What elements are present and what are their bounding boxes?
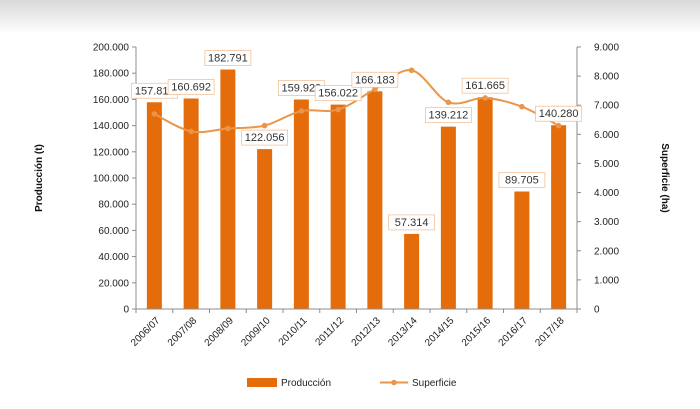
right-tick-label: 1.000 — [594, 275, 619, 286]
data-label-box — [351, 71, 399, 88]
data-label-box — [314, 85, 362, 102]
right-axis-title: Superficie (ha) — [659, 143, 670, 212]
x-axis: 2006/07 2007/08 2008/09 2009/10 2010/11 2011/… — [129, 308, 578, 349]
left-axis-title: Producción (t) — [34, 144, 45, 212]
bar — [257, 149, 273, 309]
left-tick-label: 200.000 — [93, 43, 130, 54]
data-label-box — [498, 172, 546, 188]
x-tick-label: 2006/07 — [129, 315, 163, 349]
bar-series — [146, 69, 567, 310]
x-tick-label: 2009/10 — [239, 315, 273, 349]
right-tick-label: 2.000 — [594, 246, 619, 257]
x-tick-label: 2008/09 — [203, 315, 237, 349]
bar — [330, 104, 346, 310]
data-label-box — [424, 107, 472, 124]
top-shade — [0, 0, 700, 34]
bar — [551, 125, 567, 309]
data-label: 160.692 — [171, 81, 211, 93]
x-tick-label: 2010/11 — [277, 315, 310, 348]
line-point — [225, 125, 231, 132]
right-tick-label: 0 — [594, 305, 600, 316]
data-label-box — [167, 79, 215, 95]
left-tick-label: 20.000 — [98, 278, 129, 289]
line-point — [408, 67, 415, 74]
x-tick-label: 2013/14 — [386, 315, 420, 349]
line-point — [261, 122, 268, 129]
x-tick-label: 2015/16 — [460, 315, 494, 349]
bar — [440, 126, 456, 309]
data-label-box — [461, 77, 509, 94]
bar — [367, 91, 383, 310]
line-point — [555, 122, 562, 129]
right-tick-label: 6.000 — [594, 130, 619, 141]
x-tick-label: 2014/15 — [423, 315, 457, 349]
data-label: 140.280 — [539, 108, 579, 120]
data-label: 139.212 — [428, 110, 468, 122]
legend-line-label: Superficie — [412, 378, 457, 389]
left-tick-label: 160.000 — [93, 95, 130, 106]
left-tick-label: 60.000 — [98, 226, 129, 237]
bar — [146, 102, 162, 309]
data-label-box — [535, 105, 583, 122]
data-label-box — [204, 50, 252, 66]
right-tick-label: 5.000 — [594, 159, 619, 170]
left-tick-label: 120.000 — [93, 147, 130, 158]
bar — [293, 99, 309, 309]
line-point — [335, 106, 341, 113]
bar — [183, 98, 199, 310]
data-label: 161.665 — [465, 80, 505, 92]
left-tick-label: 80.000 — [98, 200, 129, 211]
data-label: 156.022 — [318, 88, 358, 100]
left-axis: 0 20.000 40.000 60.000 80.000 100.000 120.000 1… — [93, 43, 137, 316]
data-label: 166.183 — [355, 74, 395, 86]
legend-bar-label: Producción — [281, 378, 331, 389]
x-tick-label: 2012/13 — [350, 315, 384, 349]
data-label-box — [241, 129, 289, 146]
x-tick-label: 2016/17 — [497, 315, 531, 349]
bar — [477, 97, 493, 310]
line-point — [519, 103, 525, 110]
left-tick-label: 100.000 — [93, 174, 130, 185]
right-tick-label: 9.000 — [594, 43, 619, 54]
line-point — [372, 86, 378, 93]
x-tick-label: 2007/08 — [166, 315, 200, 349]
line-point — [482, 95, 488, 101]
data-label: 157.811 — [135, 85, 174, 97]
right-tick-label: 8.000 — [594, 72, 619, 83]
x-tick-label: 2017/18 — [533, 315, 567, 349]
line-point — [151, 111, 158, 117]
bar — [514, 191, 530, 309]
line-point — [445, 99, 452, 106]
line-point — [298, 108, 305, 114]
right-tick-label: 4.000 — [594, 188, 619, 199]
data-label: 57.314 — [395, 217, 429, 229]
x-tick-label: 2011/12 — [313, 315, 346, 348]
legend-line-marker — [391, 379, 397, 386]
bar — [404, 233, 420, 309]
data-label: 122.056 — [245, 132, 285, 144]
data-label: 89.705 — [505, 174, 539, 186]
legend-bar-swatch — [247, 378, 277, 387]
right-axis: 0 1.000 2.000 3.000 4.000 5.000 6.000 7.000 8.00… — [576, 43, 619, 316]
data-label: 182.791 — [208, 53, 248, 65]
right-tick-label: 7.000 — [594, 101, 619, 112]
bar — [220, 69, 236, 309]
data-label: 159.929 — [281, 82, 321, 94]
right-tick-label: 3.000 — [594, 217, 619, 228]
line-point — [188, 128, 194, 135]
left-tick-label: 180.000 — [93, 69, 130, 80]
left-tick-label: 40.000 — [98, 252, 129, 263]
data-label-box — [388, 214, 436, 231]
left-tick-label: 140.000 — [93, 121, 130, 132]
left-tick-label: 0 — [123, 305, 129, 316]
legend: Producción Superficie — [247, 378, 457, 389]
